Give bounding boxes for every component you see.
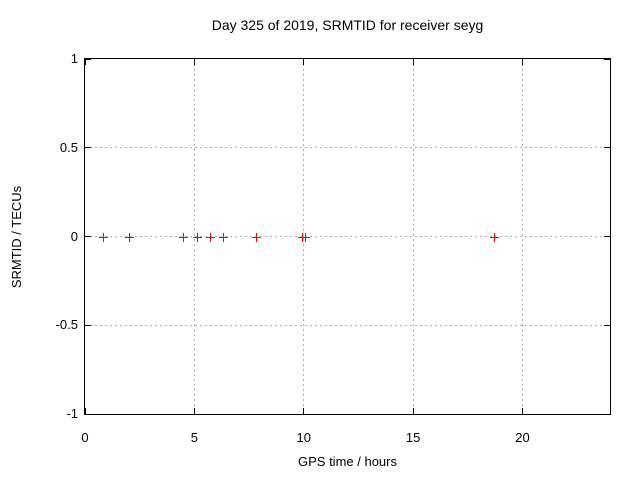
x-tick-label: 5 <box>190 430 198 445</box>
x-axis-tick <box>84 408 86 414</box>
y-tick-label: 1 <box>70 51 78 66</box>
y-axis-tick-mirror <box>604 58 610 60</box>
plot-area <box>84 58 611 415</box>
data-point-marker <box>179 232 189 242</box>
y-axis-tick-mirror <box>604 413 610 415</box>
y-tick-label: 0 <box>70 228 78 244</box>
gridline-horizontal <box>85 147 610 149</box>
y-tick-label: -0.5 <box>55 317 78 333</box>
data-point-marker <box>205 232 215 242</box>
x-axis-tick <box>522 408 523 414</box>
x-axis-tick-mirror <box>193 59 195 65</box>
x-axis-label: GPS time / hours <box>298 454 397 469</box>
y-tick-label: -1 <box>66 406 78 421</box>
data-point-marker <box>98 232 108 242</box>
y-axis-tick-mirror <box>604 236 610 237</box>
x-axis-tick <box>412 408 414 414</box>
data-point-marker <box>300 232 310 242</box>
data-point-marker <box>251 232 261 242</box>
gridline-horizontal <box>85 236 610 237</box>
x-axis-tick-mirror <box>303 59 305 65</box>
x-axis-tick-mirror <box>84 59 86 65</box>
y-axis-tick <box>85 413 91 415</box>
x-tick-label: 15 <box>405 430 421 445</box>
data-point-marker <box>124 232 134 242</box>
data-point-marker <box>218 232 228 242</box>
data-point-marker <box>192 232 202 242</box>
y-axis-tick-mirror <box>604 147 610 149</box>
x-axis-tick-mirror <box>412 59 414 65</box>
x-tick-label: 0 <box>81 430 89 445</box>
x-tick-label: 20 <box>515 430 530 445</box>
y-axis-tick-mirror <box>604 324 610 326</box>
x-axis-tick <box>303 408 305 414</box>
y-axis-tick <box>85 147 91 149</box>
data-point-marker <box>490 232 500 242</box>
x-axis-tick <box>193 408 195 414</box>
y-axis-tick <box>85 58 91 60</box>
x-tick-label: 10 <box>296 430 311 445</box>
y-tick-label: 0.5 <box>59 139 78 155</box>
chart-title: Day 325 of 2019, SRMTID for receiver sey… <box>211 17 484 33</box>
x-axis-tick-mirror <box>522 59 523 65</box>
y-axis-tick <box>85 324 91 326</box>
gridline-horizontal <box>85 324 610 326</box>
y-axis-tick <box>85 236 91 237</box>
